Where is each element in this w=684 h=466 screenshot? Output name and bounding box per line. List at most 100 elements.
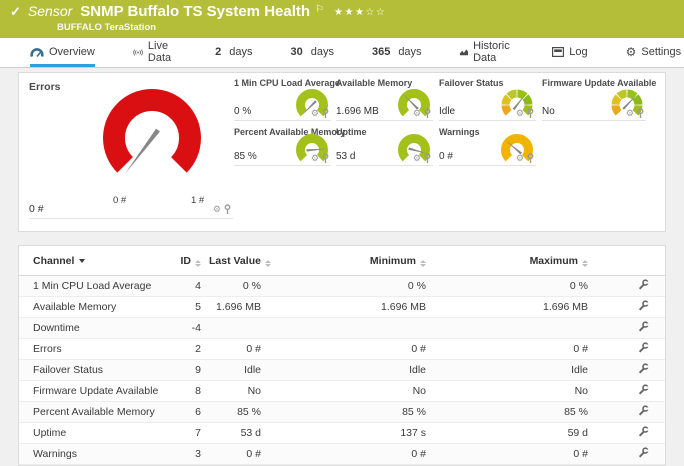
column-header-channel[interactable]: Channel	[19, 246, 169, 276]
table-row[interactable]: Errors 2 0 # 0 # 0 #	[19, 338, 665, 360]
gear-icon[interactable]: ⚙	[310, 108, 319, 118]
gauge-label: Warnings	[439, 127, 480, 137]
tab-label: Overview	[49, 46, 95, 58]
tab-label-number: 30	[290, 46, 303, 58]
channel-settings-wrench-icon[interactable]	[638, 384, 649, 398]
gauges-panel: Errors 0 # 1 # 0 # ⚙ 1 Min CPU Load Aver…	[18, 72, 666, 232]
table-row[interactable]: Percent Available Memory 6 85 % 85 % 85 …	[19, 401, 665, 423]
channel-maximum-cell: 1.696 MB	[434, 296, 596, 318]
pin-icon[interactable]	[322, 153, 329, 163]
gear-icon[interactable]: ⚙	[625, 108, 634, 118]
column-label: Last Value	[209, 254, 261, 267]
channel-name-cell: 1 Min CPU Load Average	[19, 275, 169, 297]
gauge-cell-failover-status: Failover Status Idle ⚙	[439, 78, 536, 121]
table-row[interactable]: Failover Status 9 Idle Idle Idle	[19, 359, 665, 381]
channel-settings-wrench-icon[interactable]	[638, 426, 649, 440]
channel-maximum-cell: 0 #	[434, 443, 596, 465]
pin-icon[interactable]	[637, 108, 644, 118]
gear-icon[interactable]: ⚙	[412, 153, 421, 163]
tab-label-number: 2	[215, 46, 222, 58]
channel-last-value-cell: Idle	[209, 359, 269, 381]
gauge-label: Failover Status	[439, 78, 504, 88]
table-row[interactable]: Uptime 7 53 d 137 s 59 d	[19, 422, 665, 444]
column-header-id[interactable]: ID	[169, 246, 209, 276]
sort-icon	[420, 259, 426, 267]
parent-device-name[interactable]: BUFFALO TeraStation	[57, 22, 157, 33]
column-label: Maximum	[529, 254, 578, 267]
tab-30-days[interactable]: 30 days	[290, 38, 334, 67]
priority-stars[interactable]: ★★★☆☆	[334, 7, 387, 18]
channel-id-cell: 5	[169, 296, 209, 318]
gauge-current-value: No	[542, 106, 555, 117]
channel-name-cell: Failover Status	[19, 359, 169, 381]
table-row[interactable]: Downtime -4	[19, 317, 665, 339]
channel-minimum-cell: Idle	[269, 359, 434, 381]
tab-log[interactable]: Log	[552, 38, 588, 67]
channel-last-value-cell: 0 #	[209, 338, 269, 360]
gear-icon[interactable]: ⚙	[412, 108, 421, 118]
gauge-current-value: 85 %	[234, 151, 257, 162]
signal-icon	[133, 48, 143, 56]
channel-maximum-cell: 0 #	[434, 338, 596, 360]
gauge-label: Percent Available Memory	[234, 127, 346, 137]
tab-2-days[interactable]: 2 days	[215, 38, 252, 67]
pin-icon[interactable]	[527, 153, 534, 163]
channel-id-cell: 6	[169, 401, 209, 423]
gear-icon[interactable]: ⚙	[212, 204, 221, 214]
gauge-label: Firmware Update Available	[542, 78, 657, 88]
channel-settings-wrench-icon[interactable]	[638, 447, 649, 461]
gauge-needle	[124, 128, 160, 174]
pin-icon[interactable]	[527, 108, 534, 118]
channel-last-value-cell: 85 %	[209, 401, 269, 423]
pin-icon[interactable]	[224, 204, 231, 214]
failover-status-gauge	[501, 89, 533, 116]
table-row[interactable]: 1 Min CPU Load Average 4 0 % 0 % 0 %	[19, 275, 665, 297]
column-header-tools	[596, 246, 665, 276]
channel-settings-wrench-icon[interactable]	[638, 279, 649, 293]
column-header-minimum[interactable]: Minimum	[269, 246, 434, 276]
gear-icon[interactable]: ⚙	[515, 108, 524, 118]
table-row[interactable]: Available Memory 5 1.696 MB 1.696 MB 1.6…	[19, 296, 665, 318]
tab-365-days[interactable]: 365 days	[372, 38, 422, 67]
chart-icon	[459, 49, 469, 56]
column-header-last-value[interactable]: Last Value	[209, 246, 271, 276]
channel-settings-wrench-icon[interactable]	[638, 363, 649, 377]
tab-settings[interactable]: ⚙ Settings	[626, 38, 682, 67]
errors-gauge	[103, 89, 201, 174]
table-row[interactable]: Firmware Update Available 8 No No No	[19, 380, 665, 402]
sort-icon	[195, 259, 201, 267]
pin-icon[interactable]	[424, 108, 431, 118]
channel-id-cell: 4	[169, 275, 209, 297]
channel-table-body: 1 Min CPU Load Average 4 0 % 0 % 0 % Ava…	[19, 275, 665, 465]
gear-icon: ⚙	[625, 45, 637, 59]
status-check-icon: ✓	[10, 4, 21, 19]
channel-settings-wrench-icon[interactable]	[638, 342, 649, 356]
gauge-current-value: 0 #	[29, 203, 44, 215]
column-header-maximum[interactable]: Maximum	[434, 246, 596, 276]
tab-label: days	[229, 46, 253, 58]
sensor-header: ✓ Sensor SNMP Buffalo TS System Health ⚐…	[0, 0, 684, 38]
table-row[interactable]: Warnings 3 0 # 0 # 0 #	[19, 443, 665, 465]
gauge-cell-uptime: Uptime 53 d ⚙	[336, 127, 433, 166]
pin-icon[interactable]	[322, 108, 329, 118]
channel-settings-wrench-icon[interactable]	[638, 321, 649, 335]
pin-icon[interactable]	[424, 153, 431, 163]
tab-overview[interactable]: Overview	[30, 38, 95, 67]
channel-maximum-cell	[434, 317, 596, 339]
channel-id-cell: 7	[169, 422, 209, 444]
channel-minimum-cell: 0 #	[269, 443, 434, 465]
channel-minimum-cell: 137 s	[269, 422, 434, 444]
tab-historic-data[interactable]: Historic Data	[459, 38, 515, 67]
gear-icon[interactable]: ⚙	[515, 153, 524, 163]
warnings-gauge	[501, 134, 533, 162]
channel-settings-wrench-icon[interactable]	[638, 405, 649, 419]
priority-flag-icon[interactable]: ⚐	[315, 4, 325, 15]
gauge-label: Errors	[29, 81, 61, 93]
tab-live-data[interactable]: Live Data	[133, 38, 177, 67]
channel-minimum-cell: No	[269, 380, 434, 402]
gauge-cell-available-memory: Available Memory 1.696 MB ⚙	[336, 78, 433, 121]
gauge-cell-cpu-load: 1 Min CPU Load Average 0 % ⚙	[234, 78, 340, 121]
channel-settings-wrench-icon[interactable]	[638, 300, 649, 314]
channel-id-cell: 9	[169, 359, 209, 381]
gear-icon[interactable]: ⚙	[310, 153, 319, 163]
